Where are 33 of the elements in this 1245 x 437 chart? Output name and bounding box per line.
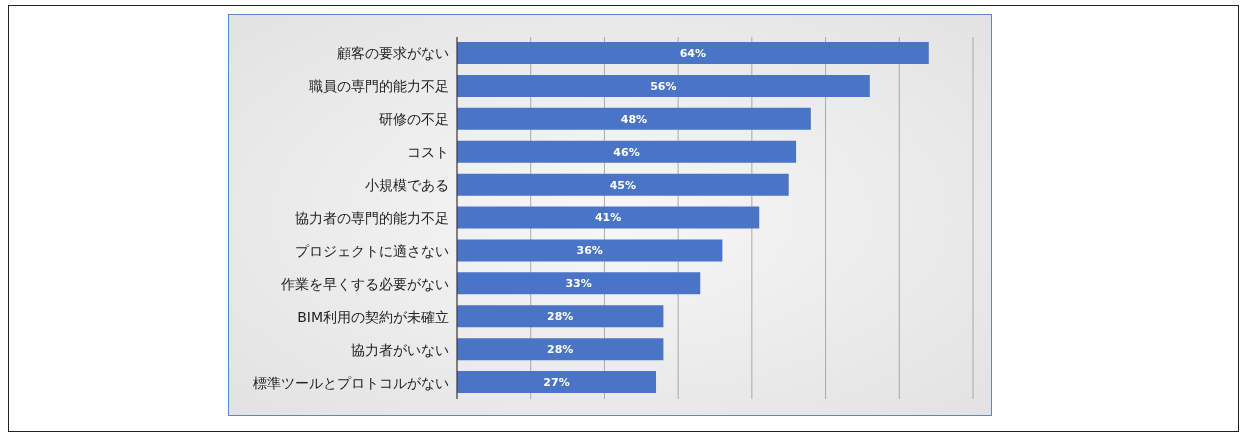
- bar: [457, 305, 664, 328]
- data-label: 27%: [543, 376, 570, 389]
- data-label: 64%: [679, 46, 707, 60]
- y-tick-label: 職員の専門的能力不足: [309, 78, 449, 95]
- y-tick-label: コスト: [407, 144, 449, 161]
- data-label: 28%: [547, 343, 574, 357]
- data-label: 36%: [576, 244, 603, 258]
- y-tick-label: 協力者の専門的能力不足: [295, 209, 449, 226]
- bar: [457, 206, 760, 229]
- bar: [457, 338, 664, 361]
- bar: [457, 107, 811, 130]
- y-tick-label: 研修の不足: [379, 111, 449, 128]
- y-tick-label: プロジェクトに適さない: [295, 242, 449, 259]
- data-label: 56%: [650, 79, 677, 93]
- y-tick-label: 標準ツールとプロトコルがない: [253, 374, 449, 391]
- y-tick-label: 作業を早くする必要がない: [280, 275, 449, 292]
- data-label: 48%: [620, 112, 648, 126]
- y-tick-label: 小規模である: [365, 177, 449, 194]
- data-label: 41%: [594, 211, 622, 225]
- bar: [457, 42, 929, 64]
- y-tick-label: BIM利用の契約が未確立: [297, 308, 449, 325]
- y-tick-label: 顧客の要求がない: [337, 45, 449, 62]
- bar: [457, 371, 657, 394]
- bar: [457, 74, 870, 97]
- y-tick-label: 協力者がいない: [351, 341, 449, 358]
- data-label: 46%: [613, 145, 640, 159]
- bar: [457, 272, 701, 295]
- data-label: 28%: [547, 310, 574, 324]
- bar: [457, 173, 789, 196]
- data-label: 33%: [565, 277, 592, 291]
- bar: [457, 140, 797, 163]
- bar: [457, 239, 723, 262]
- data-label: 45%: [609, 178, 637, 192]
